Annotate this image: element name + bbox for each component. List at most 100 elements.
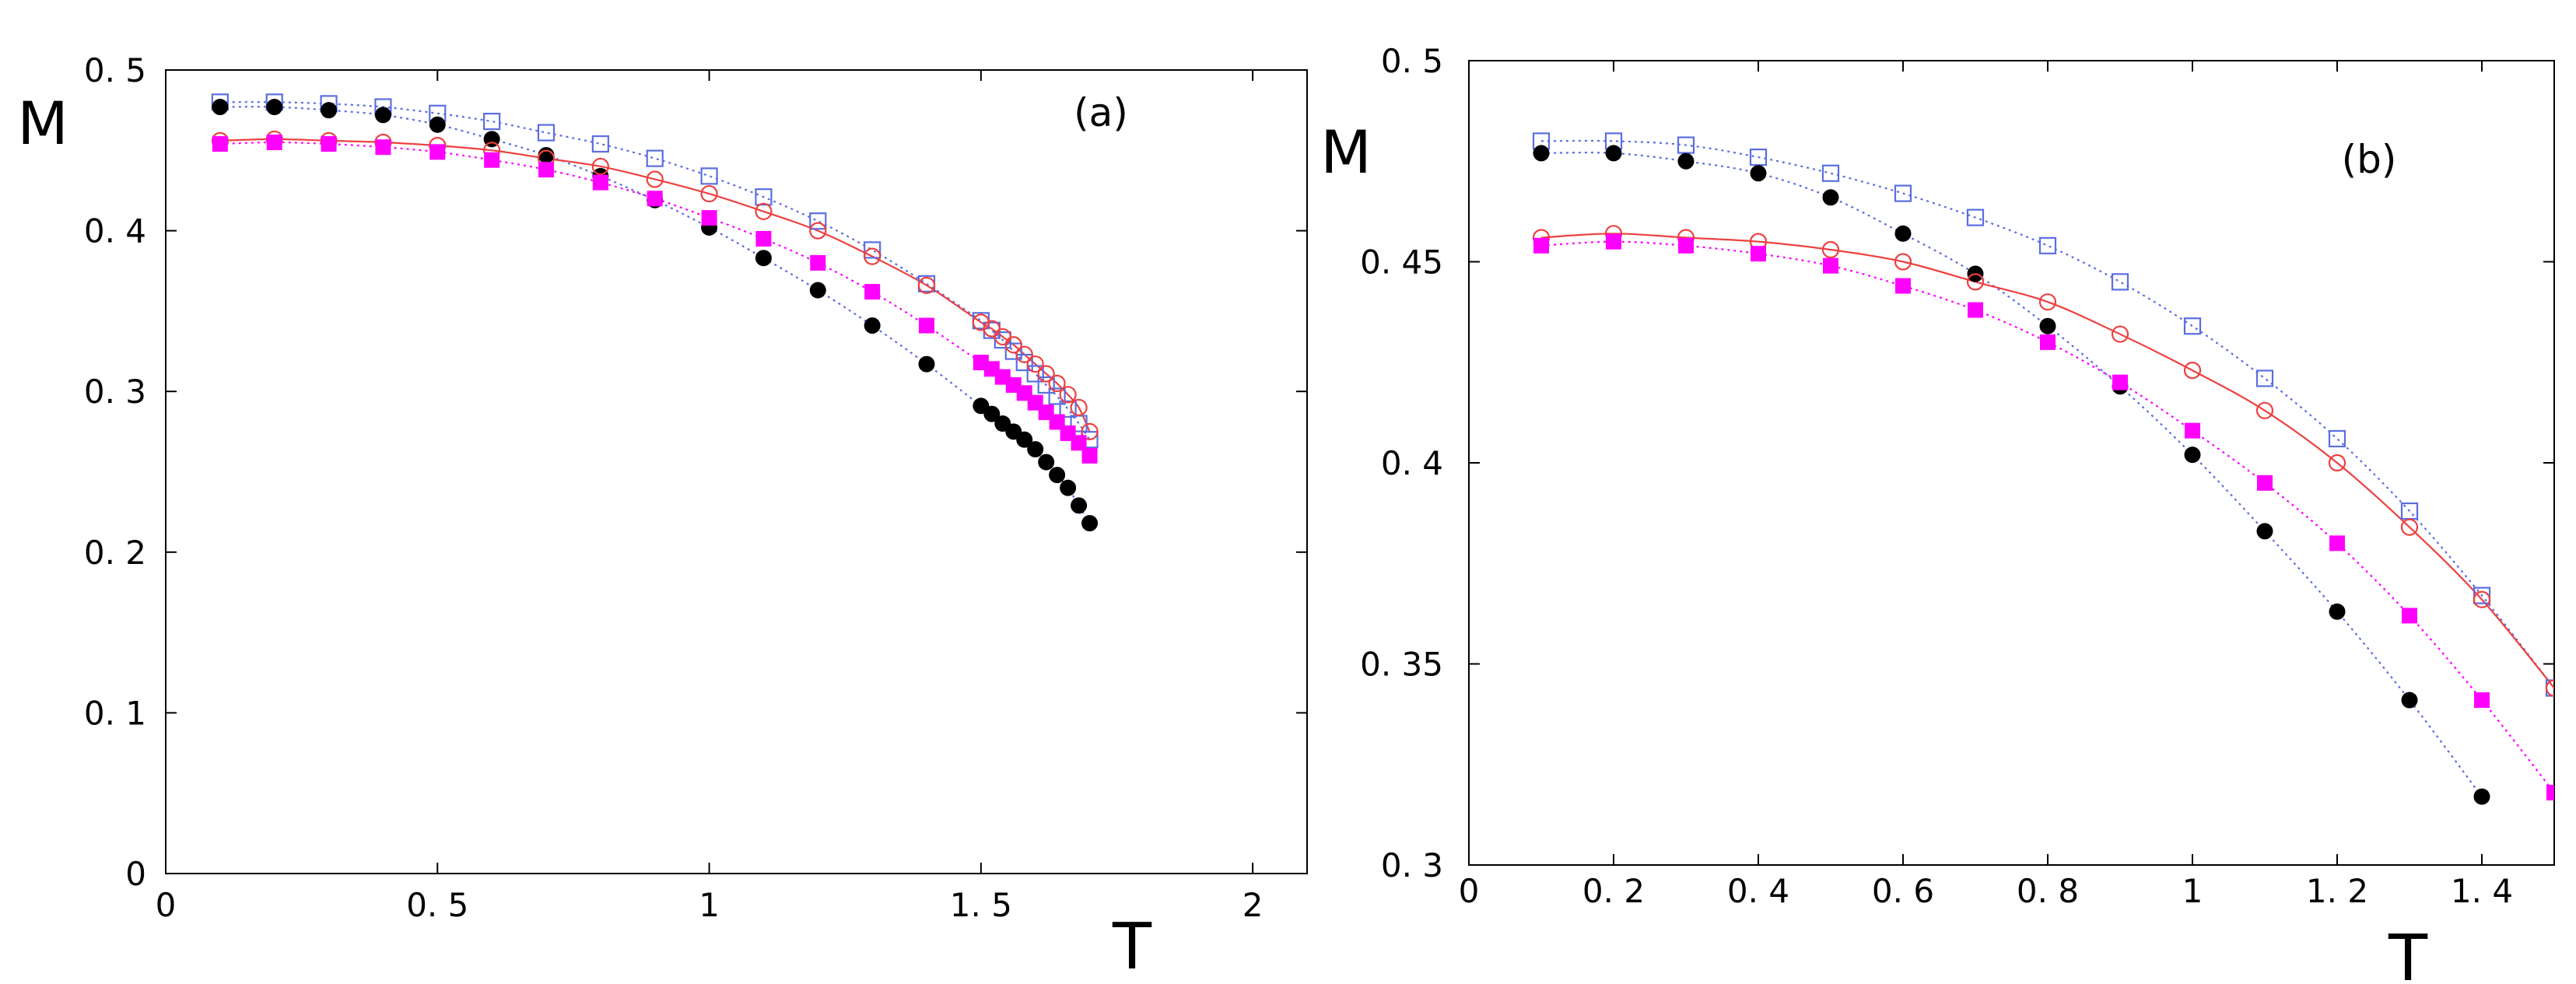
data-point-open-square bbox=[2111, 273, 2129, 291]
data-point-open-circle bbox=[646, 170, 664, 188]
data-point-filled-square bbox=[701, 210, 717, 226]
data-point-filled-square bbox=[1751, 246, 1766, 262]
y-tick-label: 0. 5 bbox=[84, 51, 146, 89]
data-point-filled-circle bbox=[538, 146, 555, 163]
data-point-filled-circle bbox=[1533, 145, 1550, 162]
data-point-filled-circle bbox=[1822, 189, 1839, 206]
data-point-open-square bbox=[1015, 353, 1033, 372]
data-point-open-square bbox=[2473, 587, 2491, 604]
data-point-filled-circle bbox=[1894, 225, 1912, 242]
x-tick-label: 1. 2 bbox=[2306, 872, 2368, 910]
data-point-open-square bbox=[2038, 236, 2057, 254]
data-point-filled-square bbox=[2474, 692, 2490, 709]
x-tick-label: 1 bbox=[699, 886, 720, 924]
data-point-open-square bbox=[755, 188, 773, 206]
data-point-filled-circle bbox=[2329, 603, 2346, 620]
data-point-filled-circle bbox=[2039, 317, 2056, 334]
data-point-filled-circle bbox=[1071, 497, 1088, 514]
data-point-filled-square bbox=[1678, 237, 1694, 254]
data-point-filled-square bbox=[1606, 233, 1621, 250]
data-point-filled-square bbox=[919, 317, 934, 334]
data-point-filled-square bbox=[2257, 474, 2273, 491]
data-point-filled-square bbox=[429, 144, 446, 160]
x-axis-title: T bbox=[2388, 922, 2428, 984]
data-point-filled-square bbox=[321, 136, 337, 152]
data-point-open-square bbox=[1059, 400, 1077, 418]
data-point-filled-circle bbox=[2401, 692, 2418, 709]
data-point-open-circle bbox=[700, 184, 718, 203]
data-point-open-circle bbox=[1015, 345, 1033, 363]
data-point-filled-square bbox=[1081, 447, 1098, 464]
data-point-open-square bbox=[1966, 208, 1985, 226]
data-point-open-circle bbox=[809, 222, 827, 240]
x-tick-label: 1. 4 bbox=[2451, 872, 2513, 910]
data-point-filled-circle bbox=[1750, 165, 1767, 182]
data-point-open-square bbox=[1004, 342, 1022, 360]
x-tick-label: 0 bbox=[1459, 872, 1480, 910]
data-point-filled-square bbox=[2040, 334, 2056, 350]
data-point-open-circle bbox=[1048, 374, 1066, 392]
data-point-filled-circle bbox=[429, 116, 446, 133]
data-point-open-square bbox=[1677, 136, 1695, 154]
data-point-filled-square bbox=[647, 191, 663, 207]
x-tick-label: 2 bbox=[1242, 886, 1263, 924]
data-point-filled-square bbox=[538, 162, 554, 178]
data-point-filled-circle bbox=[1677, 152, 1695, 170]
data-point-filled-square bbox=[375, 139, 391, 156]
data-point-filled-circle bbox=[1038, 453, 1055, 471]
data-point-open-circle bbox=[1037, 365, 1055, 383]
data-point-filled-circle bbox=[2184, 446, 2201, 464]
data-point-open-square bbox=[1749, 148, 1768, 166]
data-point-open-circle bbox=[755, 202, 773, 220]
y-tick-label: 0 bbox=[125, 855, 146, 893]
y-tick-label: 0. 4 bbox=[84, 212, 146, 250]
data-point-filled-circle bbox=[1605, 145, 1622, 162]
y-tick-label: 0. 45 bbox=[1360, 243, 1443, 282]
series-line-filled-square bbox=[219, 141, 1091, 457]
data-point-filled-square bbox=[1895, 278, 1911, 294]
data-point-open-circle bbox=[917, 276, 936, 294]
data-point-open-circle bbox=[2545, 679, 2554, 697]
x-tick-label: 0. 2 bbox=[1582, 872, 1645, 910]
data-point-filled-circle bbox=[2473, 788, 2490, 805]
data-point-open-circle bbox=[2400, 518, 2419, 536]
data-point-filled-square bbox=[266, 134, 282, 150]
data-point-filled-circle bbox=[755, 250, 772, 267]
data-point-open-square bbox=[1894, 184, 1912, 202]
data-point-filled-square bbox=[864, 284, 881, 300]
y-tick-label: 0. 1 bbox=[84, 694, 146, 732]
data-point-filled-square bbox=[1823, 257, 1838, 274]
y-tick-label: 0. 2 bbox=[84, 534, 146, 572]
x-tick-label: 0 bbox=[156, 886, 177, 924]
data-point-open-square bbox=[1026, 365, 1044, 383]
data-point-open-square bbox=[809, 212, 827, 230]
data-point-open-circle bbox=[2183, 361, 2202, 380]
data-point-filled-circle bbox=[374, 107, 391, 124]
data-point-open-circle bbox=[2255, 401, 2274, 419]
series-line-filled-square bbox=[1540, 240, 2554, 793]
plot-frame-a bbox=[165, 69, 1308, 874]
x-tick-label: 1. 5 bbox=[950, 886, 1012, 924]
data-point-open-square bbox=[1037, 376, 1055, 394]
data-point-open-square bbox=[2255, 369, 2274, 387]
plot-area-b bbox=[1532, 132, 2554, 805]
panel-label: (a) bbox=[1074, 90, 1128, 135]
data-point-open-circle bbox=[864, 247, 881, 265]
data-point-open-circle bbox=[1081, 422, 1099, 440]
data-point-open-square bbox=[537, 124, 556, 142]
data-point-filled-circle bbox=[321, 102, 338, 119]
data-point-open-square bbox=[483, 113, 501, 131]
data-point-open-square bbox=[2183, 317, 2202, 335]
data-point-open-circle bbox=[1966, 273, 1985, 291]
data-point-filled-square bbox=[212, 136, 228, 152]
data-point-filled-square bbox=[1533, 237, 1549, 254]
series-line-open-circle bbox=[1540, 233, 2554, 689]
x-tick-label: 0. 8 bbox=[2017, 872, 2079, 910]
data-point-open-square bbox=[591, 135, 609, 153]
data-point-open-circle bbox=[1894, 253, 1912, 271]
data-point-filled-circle bbox=[983, 405, 1001, 422]
data-point-open-circle bbox=[1059, 386, 1077, 404]
data-point-filled-circle bbox=[1081, 515, 1099, 532]
data-point-filled-circle bbox=[212, 99, 229, 116]
